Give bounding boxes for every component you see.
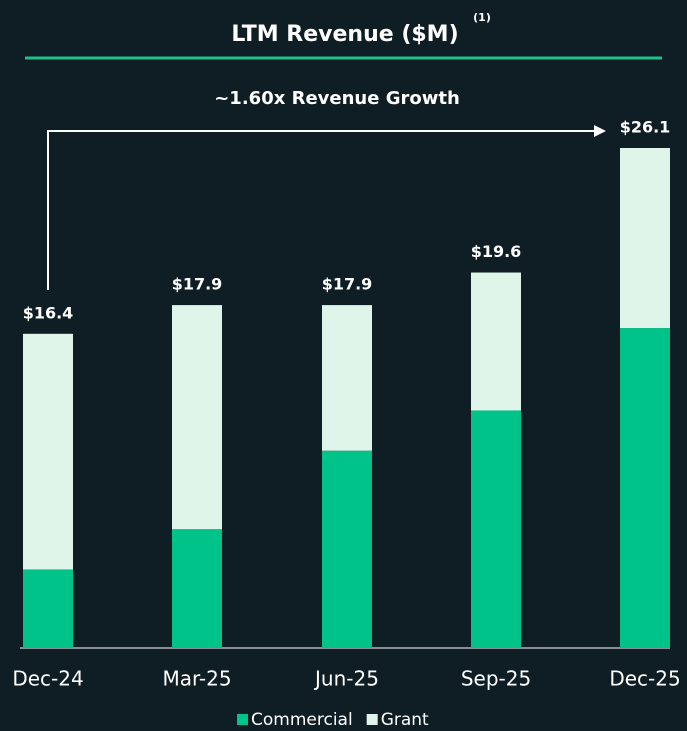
- x-tick-label: Jun-25: [313, 667, 379, 691]
- value-label: $19.6: [471, 242, 522, 261]
- bar-segment: [471, 272, 521, 411]
- bar-segment: [23, 569, 73, 648]
- annotation: ~1.60x Revenue Growth: [214, 88, 460, 109]
- value-label: $16.4: [23, 303, 74, 322]
- chart-title: LTM Revenue ($M): [231, 22, 458, 47]
- x-tick-label: Sep-25: [461, 667, 531, 691]
- value-label: $26.1: [620, 118, 671, 137]
- x-tick-label: Dec-25: [609, 667, 680, 691]
- bar-segment: [471, 410, 521, 648]
- value-label: $17.9: [172, 275, 223, 294]
- x-tick-label: Mar-25: [162, 667, 231, 691]
- bar-segment: [322, 305, 372, 451]
- bar-segment: [620, 328, 670, 648]
- growth-arrow: [47, 130, 598, 290]
- legend-label: Grant: [381, 710, 429, 730]
- arrow-head: [594, 125, 606, 137]
- bar-segment: [620, 148, 670, 329]
- bar-segment: [172, 529, 222, 648]
- bar-segment: [322, 450, 372, 648]
- title-note: (1): [473, 11, 491, 24]
- bar-segment: [172, 305, 222, 530]
- legend-label: Commercial: [251, 710, 353, 730]
- legend-swatch: [237, 714, 248, 725]
- x-tick-label: Dec-24: [12, 667, 83, 691]
- legend-swatch: [366, 714, 378, 725]
- value-label: $17.9: [322, 275, 373, 294]
- bar-segment: [23, 333, 73, 570]
